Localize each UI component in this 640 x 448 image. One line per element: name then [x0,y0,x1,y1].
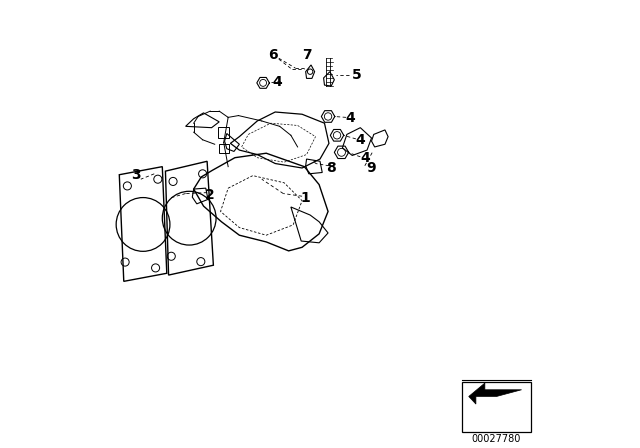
Bar [219,144,228,153]
Text: 4: 4 [346,111,355,125]
Text: 1: 1 [301,191,310,205]
Text: 6: 6 [268,47,278,62]
Text: 00027780: 00027780 [472,434,521,444]
Text: 2: 2 [205,188,215,202]
Text: 5: 5 [352,68,362,82]
Text: 9: 9 [367,161,376,175]
Polygon shape [468,383,522,404]
Text: 4: 4 [273,74,282,89]
Bar [218,127,229,138]
Text: 3: 3 [131,168,141,182]
Text: 7: 7 [301,47,312,62]
Text: 4: 4 [355,133,365,147]
Bar [463,382,531,432]
Text: 8: 8 [326,161,336,175]
Text: 4: 4 [360,151,370,165]
